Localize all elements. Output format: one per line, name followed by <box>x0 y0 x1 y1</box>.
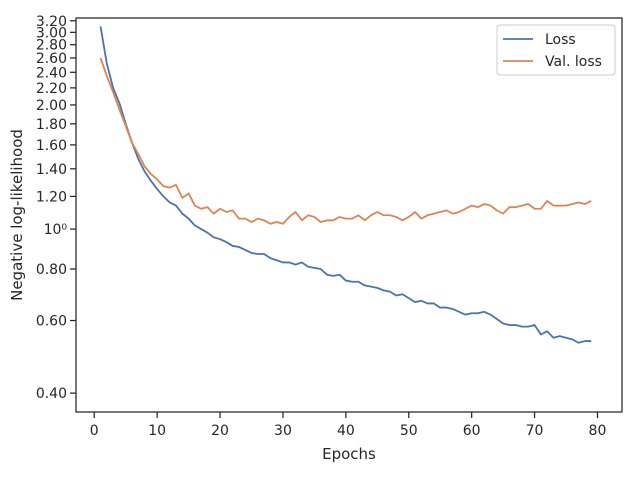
y-tick-label: 2.40 <box>36 65 67 81</box>
y-tick-label: 0.80 <box>36 262 67 278</box>
series-line-val-loss <box>99 57 592 225</box>
y-tick-label: 3.00 <box>36 25 67 41</box>
axes-frame <box>75 17 623 413</box>
x-tick-label: 60 <box>463 423 481 439</box>
y-tick-label: 0.40 <box>36 386 67 402</box>
legend: Loss Val. loss <box>496 24 616 76</box>
y-tick-label: 2.60 <box>36 51 67 67</box>
y-tick-label: 1.80 <box>36 117 67 133</box>
x-tick-label: 10 <box>148 423 166 439</box>
x-tick-label: 30 <box>274 423 292 439</box>
legend-label: Val. loss <box>545 54 602 70</box>
legend-label: Loss <box>545 32 576 48</box>
y-tick-label: 3.20 <box>36 14 67 30</box>
x-tick-label: 50 <box>400 423 418 439</box>
y-tick-label: 0.60 <box>36 314 67 330</box>
legend-box <box>496 24 616 76</box>
y-tick-label: 2.20 <box>36 81 67 97</box>
y-tick-label: 1.60 <box>36 138 67 154</box>
y-axis-label: Negative log-likelihood <box>8 129 26 301</box>
y-tick-label: 2.80 <box>36 38 67 54</box>
y-tick-label: 10⁰ <box>44 222 68 238</box>
x-axis-label: Epochs <box>322 445 376 463</box>
plot-area <box>99 26 592 344</box>
x-tick-label: 70 <box>526 423 544 439</box>
x-tick-label: 0 <box>90 423 99 439</box>
y-tick-label: 2.00 <box>36 98 67 114</box>
axes-ticks: 0 10 20 30 40 50 60 70 80 0.40 0.60 0.80 10⁰ 1.20 1.40… <box>36 14 607 439</box>
series-line-loss <box>99 26 592 344</box>
x-tick-label: 80 <box>589 423 607 439</box>
x-tick-label: 40 <box>337 423 355 439</box>
y-tick-label: 1.40 <box>36 162 67 178</box>
y-tick-label: 1.20 <box>36 189 67 205</box>
x-tick-label: 20 <box>211 423 229 439</box>
